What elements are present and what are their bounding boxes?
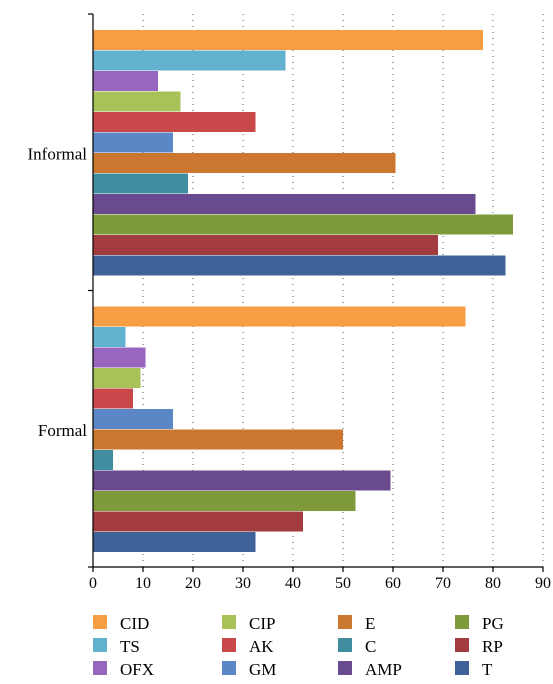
legend-swatch-gm (222, 661, 236, 675)
bar-pg-informal (93, 214, 513, 235)
legend-label-t: T (482, 660, 493, 679)
legend-label-c: C (365, 637, 376, 656)
legend-swatch-rp (455, 638, 469, 652)
legend-label-ts: TS (120, 637, 140, 656)
bar-e-formal (93, 429, 343, 450)
legend-label-cip: CIP (249, 614, 275, 633)
bar-t-formal (93, 532, 256, 552)
axes (88, 13, 543, 568)
x-ticks: 0 10 20 30 40 50 60 70 80 90 (89, 567, 551, 592)
legend-swatch-ofx (93, 661, 107, 675)
bar-ak-informal (93, 112, 256, 132)
legend-swatch-t (455, 661, 469, 675)
gridlines (142, 14, 544, 567)
bar-gm-informal (93, 132, 173, 153)
bars (93, 30, 513, 552)
legend-label-amp: AMP (365, 660, 402, 679)
bar-pg-formal (93, 491, 356, 511)
legend-label-ofx: OFX (120, 660, 154, 679)
legend-swatch-cid (93, 615, 107, 629)
x-tick-label: 40 (285, 575, 301, 592)
bar-ak-formal (93, 388, 133, 409)
x-tick-label: 60 (385, 575, 401, 592)
legend-label-ak: AK (249, 637, 274, 656)
legend-label-e: E (365, 614, 375, 633)
x-tick-label: 80 (485, 575, 501, 592)
bar-rp-informal (93, 235, 438, 255)
bar-gm-formal (93, 409, 173, 429)
legend-swatch-c (338, 638, 352, 652)
bar-amp-informal (93, 194, 476, 214)
legend-label-rp: RP (482, 637, 503, 656)
legend-label-gm: GM (249, 660, 276, 679)
bar-amp-formal (93, 470, 391, 491)
bar-ts-formal (93, 327, 126, 347)
legend-label-pg: PG (482, 614, 504, 633)
x-tick-label: 90 (535, 575, 551, 592)
legend-swatch-cip (222, 615, 236, 629)
legend: CID TS OFX CIP AK GM EC AMP PG RP T (93, 614, 504, 679)
legend-swatch-ak (222, 638, 236, 652)
x-tick-label: 70 (435, 575, 451, 592)
bar-cid-informal (93, 30, 483, 50)
bar-c-informal (93, 173, 188, 194)
bar-ofx-informal (93, 71, 158, 91)
bar-e-informal (93, 153, 396, 173)
bar-cid-formal (93, 306, 466, 327)
x-tick-label: 0 (89, 575, 97, 592)
bar-ts-informal (93, 50, 286, 71)
bar-cip-informal (93, 91, 181, 112)
legend-swatch-pg (455, 615, 469, 629)
category-label-formal: Formal (38, 421, 87, 440)
legend-swatch-e (338, 615, 352, 629)
category-labels: Informal Formal (28, 144, 88, 440)
x-tick-label: 10 (135, 575, 151, 592)
bar-t-informal (93, 255, 506, 276)
legend-swatch-ts (93, 638, 107, 652)
bar-ofx-formal (93, 347, 146, 368)
bar-cip-formal (93, 368, 141, 388)
x-tick-label: 30 (235, 575, 251, 592)
x-tick-label: 50 (335, 575, 351, 592)
x-tick-label: 20 (185, 575, 201, 592)
legend-swatch-amp (338, 661, 352, 675)
bar-c-formal (93, 450, 113, 470)
legend-label-cid: CID (120, 614, 149, 633)
bar-rp-formal (93, 511, 303, 532)
category-label-informal: Informal (28, 144, 88, 163)
